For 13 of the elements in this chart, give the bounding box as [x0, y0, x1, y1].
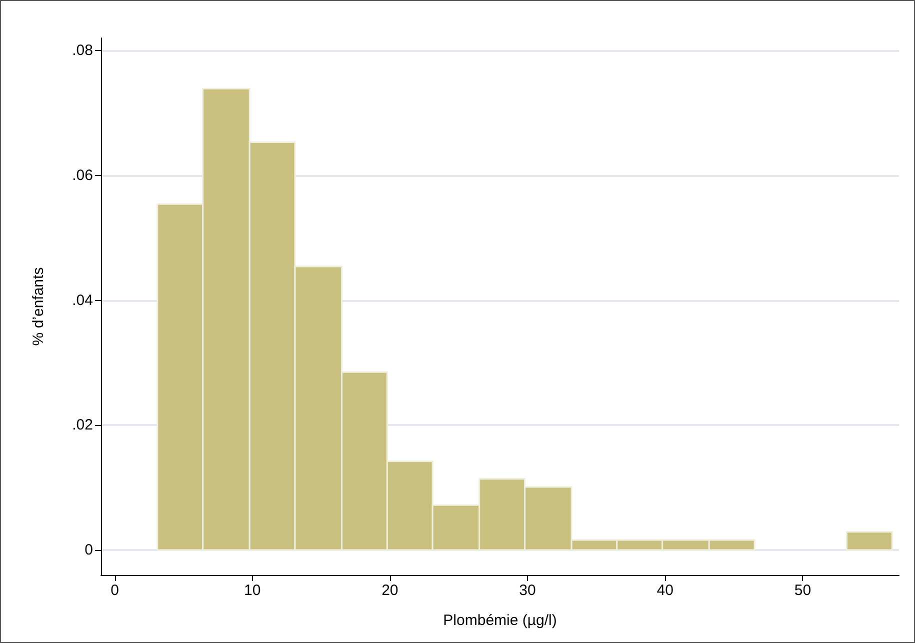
y-axis-title: % d’enfants — [30, 267, 47, 346]
x-tick-label: 30 — [519, 582, 536, 599]
y-tick-label: .02 — [72, 416, 93, 434]
y-tick-label: .08 — [72, 42, 93, 59]
x-tick-label: 10 — [244, 582, 261, 599]
y-tick-label: 0 — [84, 542, 93, 559]
x-tick-label: 0 — [110, 582, 119, 599]
x-tick-label: 40 — [656, 582, 674, 599]
x-tick-label: 50 — [794, 582, 812, 599]
x-axis-title: Plombémie (µg/l) — [443, 612, 557, 629]
y-tick-label: .04 — [72, 292, 93, 309]
y-tick-label: .06 — [72, 166, 93, 184]
x-tick-label: 20 — [382, 582, 398, 599]
